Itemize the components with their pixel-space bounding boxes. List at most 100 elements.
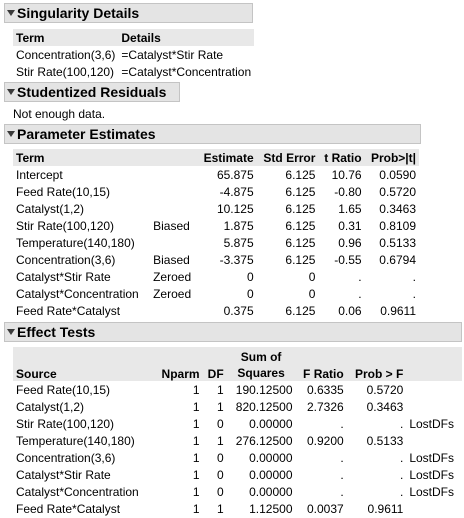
table-row: Feed Rate(10,15) 1 1 190.12500 0.6335 0.…: [13, 381, 462, 398]
bias-cell: [150, 234, 197, 251]
prob-cell: 0.3463: [379, 201, 416, 216]
term-cell: Temperature(140,180): [16, 235, 135, 250]
nparm-cell: 1: [192, 467, 200, 482]
column-header: Std Error: [263, 150, 316, 165]
prob-cell: .: [399, 467, 404, 482]
studentized-residuals-header[interactable]: Studentized Residuals: [4, 82, 180, 102]
table-row: Concentration(3,6) 1 0 0.00000 . . LostD…: [13, 449, 462, 466]
df-cell: 1: [216, 501, 224, 516]
table-row: Feed Rate*Catalyst 1 1 1.12500 0.0037 0.…: [13, 500, 462, 517]
df-cell: 0: [216, 450, 224, 465]
df-cell: 0: [216, 484, 224, 499]
estimate-cell: -3.375: [219, 252, 254, 267]
column-header: F Ratio: [303, 367, 344, 381]
df-cell: 0: [216, 416, 224, 431]
term-cell: Concentration(3,6): [16, 47, 116, 62]
f-ratio-cell: .: [340, 450, 344, 465]
t-ratio-cell: -0.80: [334, 184, 362, 199]
prob-cell: 0.6794: [379, 252, 416, 267]
table-row: Catalyst*Concentration Zeroed 0 0 . .: [13, 285, 419, 302]
std-error-cell: 6.125: [285, 201, 316, 216]
bias-cell: [150, 166, 197, 183]
note-cell: [406, 500, 462, 517]
table-row: Feed Rate(10,15) -4.875 6.125 -0.80 0.57…: [13, 183, 419, 200]
disclosure-triangle-icon[interactable]: [7, 329, 15, 335]
term-cell: Intercept: [16, 167, 63, 182]
column-header: Prob > F: [354, 367, 404, 381]
t-ratio-cell: .: [358, 269, 362, 284]
column-header: Estimate: [203, 150, 254, 165]
table-row: Catalyst(1,2) 1 1 820.12500 2.7326 0.346…: [13, 398, 462, 415]
table-row: Stir Rate(100,120) =Catalyst*Concentrati…: [13, 63, 254, 80]
note-cell: LostDFs: [409, 467, 455, 482]
column-header: [406, 347, 462, 381]
section-title: Effect Tests: [17, 324, 96, 340]
nparm-cell: 1: [192, 501, 200, 516]
disclosure-triangle-icon[interactable]: [7, 131, 15, 137]
f-ratio-cell: .: [340, 416, 344, 431]
source-cell: Temperature(140,180): [16, 433, 135, 448]
term-cell: Stir Rate(100,120): [16, 218, 115, 233]
f-ratio-cell: .: [340, 467, 344, 482]
prob-cell: .: [399, 450, 404, 465]
table-row: Concentration(3,6) =Catalyst*Stir Rate: [13, 46, 254, 63]
t-ratio-cell: 0.96: [338, 235, 362, 250]
source-cell: Catalyst(1,2): [16, 399, 85, 414]
disclosure-triangle-icon[interactable]: [7, 89, 15, 95]
column-header-line: Sum of: [240, 350, 282, 364]
column-header: Term: [16, 150, 45, 165]
df-cell: 1: [216, 399, 224, 414]
estimate-cell: 1.875: [223, 218, 254, 233]
prob-cell: 0.3463: [366, 399, 404, 414]
sum-squares-cell: 190.12500: [235, 382, 293, 397]
column-header: Sum of Squares: [227, 347, 296, 381]
disclosure-triangle-icon[interactable]: [7, 10, 15, 16]
column-header: [150, 149, 197, 166]
table-row: Stir Rate(100,120) Biased 1.875 6.125 0.…: [13, 217, 419, 234]
estimate-cell: 0: [246, 269, 254, 284]
effect-tests-header[interactable]: Effect Tests: [4, 322, 462, 342]
estimate-cell: 65.875: [216, 167, 254, 182]
prob-cell: 0.5133: [379, 235, 416, 250]
column-header: Term: [16, 30, 45, 45]
bias-cell: Biased: [153, 218, 190, 233]
sum-squares-cell: 0.00000: [249, 416, 293, 431]
f-ratio-cell: .: [340, 484, 344, 499]
f-ratio-cell: 0.0037: [307, 501, 344, 516]
prob-cell: .: [399, 484, 404, 499]
nparm-cell: 1: [192, 450, 200, 465]
section-title: Parameter Estimates: [17, 126, 156, 142]
singularity-details-header[interactable]: Singularity Details: [4, 3, 253, 23]
term-cell: Feed Rate*Catalyst: [16, 303, 121, 318]
section-title: Singularity Details: [17, 5, 140, 21]
parameter-estimates-header[interactable]: Parameter Estimates: [4, 124, 421, 144]
sum-squares-cell: 820.12500: [235, 399, 293, 414]
prob-cell: 0.9611: [380, 303, 416, 318]
table-row: Intercept 65.875 6.125 10.76 0.0590: [13, 166, 419, 183]
term-cell: Stir Rate(100,120): [16, 64, 115, 79]
term-cell: Feed Rate(10,15): [16, 184, 111, 199]
note-cell: [406, 381, 462, 398]
bias-cell: Biased: [153, 252, 190, 267]
note-cell: LostDFs: [409, 416, 455, 431]
bias-cell: [150, 200, 197, 217]
term-cell: Catalyst*Concentration: [16, 286, 139, 301]
f-ratio-cell: 0.6335: [307, 382, 344, 397]
f-ratio-cell: 2.7326: [307, 399, 344, 414]
note-cell: [406, 398, 462, 415]
nparm-cell: 1: [192, 382, 200, 397]
source-cell: Feed Rate(10,15): [16, 382, 111, 397]
f-ratio-cell: 0.9200: [307, 433, 344, 448]
source-cell: Catalyst*Stir Rate: [16, 467, 111, 482]
t-ratio-cell: 0.06: [338, 303, 362, 318]
prob-cell: .: [412, 269, 416, 284]
std-error-cell: 0: [308, 269, 316, 284]
estimate-cell: 0.375: [223, 303, 254, 318]
parameter-estimates-table: Term Estimate Std Error t Ratio Prob>|t|…: [13, 149, 419, 319]
source-cell: Feed Rate*Catalyst: [16, 501, 121, 516]
t-ratio-cell: .: [358, 286, 362, 301]
prob-cell: 0.5720: [366, 382, 404, 397]
std-error-cell: 6.125: [285, 184, 316, 199]
nparm-cell: 1: [192, 433, 200, 448]
table-row: Catalyst(1,2) 10.125 6.125 1.65 0.3463: [13, 200, 419, 217]
